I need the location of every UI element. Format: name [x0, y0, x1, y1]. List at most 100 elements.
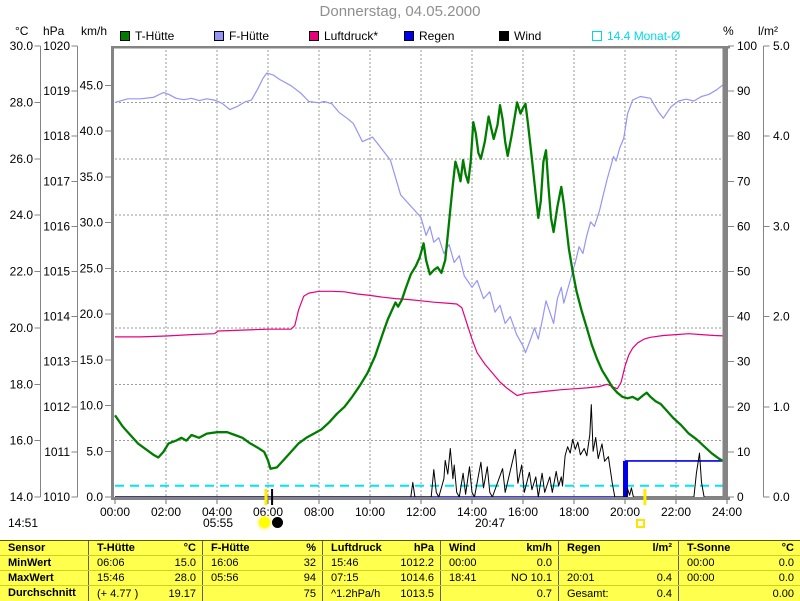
cell-time: 06:06: [97, 557, 125, 569]
series-line-luftdruck: [115, 290, 728, 397]
time-tick-label: 04:00: [202, 505, 232, 519]
cell-value: NO 10.1: [511, 572, 552, 584]
time-tick-label: 16:00: [508, 505, 538, 519]
monthly-average-swatch-icon: [592, 31, 602, 41]
max-wind: 18:41 NO 10.1: [440, 571, 558, 585]
min-f-huette: 16:06 32: [202, 556, 322, 570]
legend-label: F-Hütte: [229, 29, 270, 43]
wind-tick-label: 25.0: [80, 261, 104, 275]
row-label: MaxWert: [8, 572, 54, 584]
sunrise-sun-icon: [259, 517, 270, 528]
luftdruck-swatch-icon: [309, 31, 319, 41]
series-line-f-h-tte: [114, 72, 728, 354]
min-t-sonne: 00:00 0.0: [678, 556, 800, 570]
wind-tick-label: 15.0: [80, 353, 104, 367]
series-line-wind: [115, 404, 727, 498]
cell-time: 18:41: [449, 572, 477, 584]
regen-swatch-icon: [404, 31, 414, 41]
col-name: Wind: [449, 542, 476, 554]
current-time-label: 14:51: [8, 516, 39, 530]
cell-note: ^1.2hPa/h: [331, 587, 381, 600]
pressure-tick-label: 1014: [43, 310, 70, 324]
cell-time: 05:56: [211, 572, 239, 584]
rain-tick-label: 5.0: [773, 39, 790, 53]
table-header-row: Sensor T-Hütte °C F-Hütte% Luftdruck hPa W…: [0, 541, 800, 556]
temp-tick-label: 18.0: [10, 377, 34, 391]
min-wind: 00:00 0.0: [440, 556, 558, 570]
humidity-tick-label: 60: [737, 219, 751, 233]
cell-time: 15:46: [331, 557, 359, 569]
humidity-tick-label: 80: [737, 129, 751, 143]
time-tick-label: 22:00: [661, 505, 691, 519]
axis-unit-humidity: %: [723, 24, 734, 38]
pressure-tick-label: 1016: [43, 219, 70, 233]
header-t-sonne: T-Sonne °C: [678, 541, 800, 555]
max-t-huette: 15:46 28.0: [88, 571, 202, 585]
legend-item-regen: Regen: [404, 29, 454, 43]
max-luftdruck: 07:15 1014.6: [322, 571, 440, 585]
humidity-tick-label: 70: [737, 174, 751, 188]
pressure-tick-label: 1015: [43, 265, 70, 279]
f-huette-swatch-icon: [214, 31, 224, 41]
legend-item-monatsmittel: 14.4 Monat-Ø: [592, 29, 681, 43]
avg-regen: Gesamt: 0.4: [558, 586, 678, 601]
avg-t-huette: (+ 4.77 ) 19.17: [88, 586, 202, 601]
max-regen: 20:01 0.4: [558, 571, 678, 585]
weather-plot: 14.016.018.020.022.024.026.028.030.01010…: [10, 39, 790, 519]
col-unit: °C: [781, 542, 794, 554]
wind-tick-label: 10.0: [80, 399, 104, 413]
time-tick-label: 02:00: [151, 505, 181, 519]
pressure-tick-label: 1018: [43, 129, 70, 143]
legend-label: 14.4 Monat-Ø: [607, 29, 681, 43]
cell-time: 16:06: [211, 557, 239, 569]
rain-tick-label: 3.0: [773, 219, 790, 233]
cell-time: 00:00: [449, 557, 477, 569]
pressure-tick-label: 1010: [43, 490, 70, 504]
pressure-tick-label: 1020: [43, 39, 70, 53]
table-row-maxwert: MaxWert 15:46 28.0 05:56 94 07:15 1014.6 18…: [0, 571, 800, 586]
t-huette-swatch-icon: [120, 31, 130, 41]
time-tick-label: 10:00: [355, 505, 385, 519]
cell-value: 0.00: [772, 587, 794, 600]
wind-tick-label: 45.0: [80, 78, 104, 92]
cell-value: 0.0: [778, 557, 794, 569]
cell-time: 00:00: [687, 572, 715, 584]
rain-tick-label: 2.0: [773, 310, 790, 324]
header-f-huette: F-Hütte%: [202, 541, 322, 555]
wind-tick-label: 0.0: [86, 490, 103, 504]
legend-item-t-huette: T-Hütte: [120, 29, 174, 43]
header-regen: Regen l/m²: [558, 541, 678, 555]
cell-time: 00:00: [687, 557, 715, 569]
humidity-tick-label: 40: [737, 310, 751, 324]
cell-value: 75: [303, 587, 316, 600]
wind-tick-label: 30.0: [80, 216, 104, 230]
col-unit: km/h: [526, 542, 552, 554]
cell-value: 15.0: [174, 557, 196, 569]
temp-tick-label: 16.0: [10, 434, 34, 448]
rain-tick-label: 0.0: [773, 490, 790, 504]
max-f-huette: 05:56 94: [202, 571, 322, 585]
row-label: Durchschnitt: [8, 587, 76, 599]
moon-tick: [271, 489, 274, 505]
rain-tick-label: 1.0: [773, 400, 790, 414]
legend-item-wind: Wind: [499, 29, 541, 43]
wind-tick-label: 35.0: [80, 170, 104, 184]
col-name: T-Hütte: [97, 542, 135, 554]
cell-value: 1013.5: [400, 587, 434, 600]
avg-wind: 0.7: [440, 586, 558, 601]
cell-value: 19.17: [168, 587, 196, 600]
row-label: MinWert: [8, 557, 52, 569]
legend-item-f-huette: F-Hütte: [214, 29, 270, 43]
min-regen: [558, 556, 678, 570]
avg-f-huette: 75: [202, 586, 322, 601]
pressure-tick-label: 1013: [43, 355, 70, 369]
rain-tick-label: 4.0: [773, 129, 790, 143]
cell-value: 0.4: [656, 587, 672, 600]
col-unit: l/m²: [652, 542, 672, 554]
page-title: Donnerstag, 04.05.2000: [319, 3, 481, 20]
avg-luftdruck: ^1.2hPa/h 1013.5: [322, 586, 440, 601]
time-tick-label: 20:00: [610, 505, 640, 519]
moon-phase-icon: [272, 517, 283, 528]
header-wind: Wind km/h: [440, 541, 558, 555]
wind-tick-label: 40.0: [80, 124, 104, 138]
